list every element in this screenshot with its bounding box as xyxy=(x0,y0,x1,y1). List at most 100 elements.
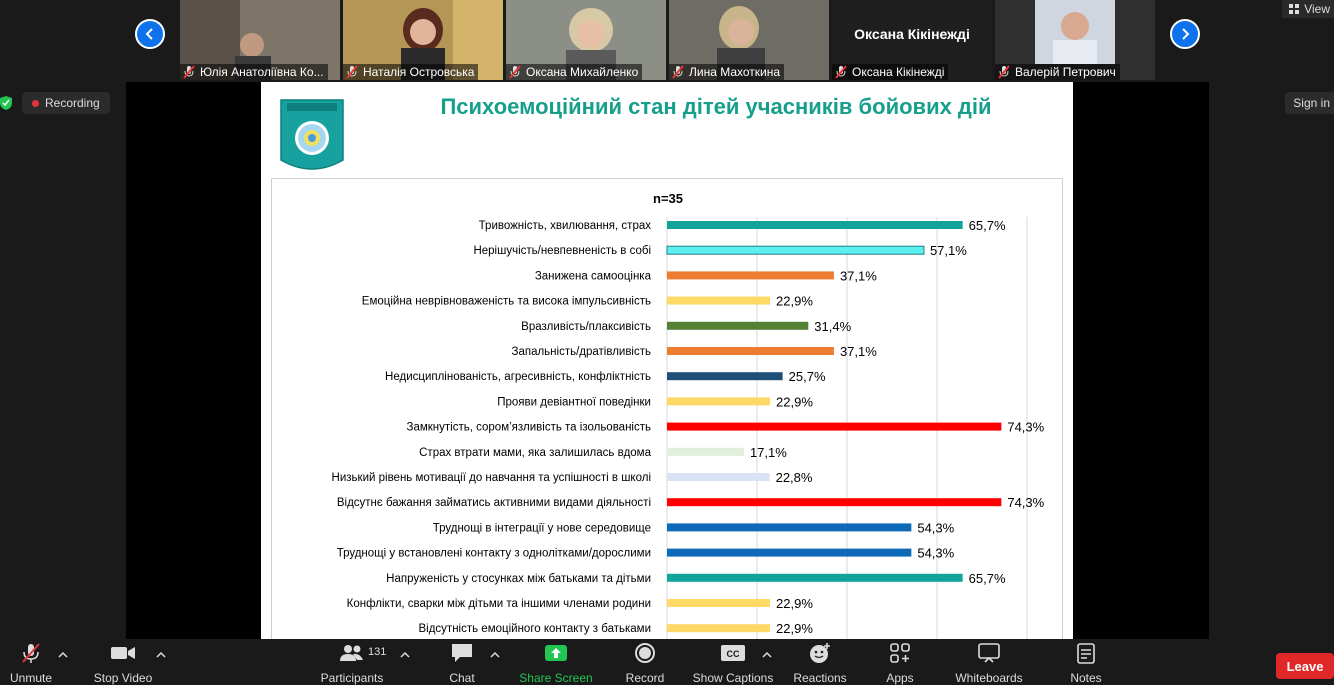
participant-tile[interactable]: Лина Махоткина xyxy=(669,0,829,80)
value-label: 57,1% xyxy=(930,243,967,258)
category-label: Занижена самооцінка xyxy=(535,270,652,282)
chevron-up-icon[interactable] xyxy=(490,651,500,659)
category-label: Низький рівень мотивації до навчання та … xyxy=(332,472,651,484)
bar-chart: n=35 Тривожність, хвилювання, страх 65,7% Н… xyxy=(332,191,1045,639)
chat-icon xyxy=(452,644,472,662)
participant-tile[interactable]: Оксана Кікінежді Оксана Кікінежді xyxy=(832,0,992,80)
mic-muted-icon xyxy=(835,65,847,79)
chevron-up-icon[interactable] xyxy=(400,651,410,659)
category-label: Тривожність, хвилювання, страх xyxy=(479,220,652,232)
category-label: Страх втрати мами, яка залишилась вдома xyxy=(419,447,651,459)
chevron-left-icon xyxy=(145,28,153,40)
presentation-slide: Психоемоційний стан дітей учасників бойо… xyxy=(261,82,1073,639)
encryption-shield-icon[interactable] xyxy=(0,96,12,110)
bar xyxy=(667,548,912,557)
record-dot-icon xyxy=(32,99,39,107)
bar xyxy=(667,447,744,456)
chart-container: n=35 Тривожність, хвилювання, страх 65,7% Н… xyxy=(271,178,1063,639)
category-label: Труднощі у встановлені контакту з однолі… xyxy=(337,548,651,560)
participant-name: Валерій Петрович xyxy=(995,64,1120,80)
notes-icon xyxy=(1077,643,1095,664)
notes-button[interactable]: Notes xyxy=(1066,639,1106,685)
category-label: Відсутність емоційного контакту з батька… xyxy=(419,623,652,635)
mic-muted-icon xyxy=(22,643,40,663)
value-label: 54,3% xyxy=(917,546,954,561)
participant-name: Оксана Кікінежді xyxy=(832,64,949,80)
category-label: Труднощі в інтеграції у нове середовище xyxy=(433,522,651,534)
apps-button[interactable]: Apps xyxy=(880,639,920,685)
closed-captions-icon: CC xyxy=(721,645,745,661)
value-label: 22,8% xyxy=(776,470,813,485)
bar xyxy=(667,347,834,355)
stop-video-button[interactable]: Stop Video xyxy=(90,639,156,685)
category-label: Недисциплінованість, агресивність, конфл… xyxy=(385,371,651,383)
bar xyxy=(667,523,912,532)
category-label: Замкнутість, сором’язливість та ізольова… xyxy=(407,422,651,434)
gallery-next-button[interactable] xyxy=(1170,19,1200,49)
participant-tile[interactable]: Оксана Михайленко xyxy=(506,0,666,80)
sign-in-button[interactable]: Sign in xyxy=(1285,92,1334,114)
value-label: 22,9% xyxy=(776,596,813,611)
share-screen-button[interactable]: Share Screen xyxy=(518,639,594,685)
bar xyxy=(667,372,783,381)
view-button[interactable]: View xyxy=(1282,0,1334,18)
share-screen-icon xyxy=(545,645,567,661)
mic-muted-icon xyxy=(998,65,1010,79)
mic-muted-icon xyxy=(346,65,358,79)
participant-gallery: Юлія Анатоліївна Ко... Наталія Островськ… xyxy=(0,0,1334,82)
category-label: Прояви девіантної поведінки xyxy=(497,396,651,408)
value-label: 37,1% xyxy=(840,268,877,283)
bar xyxy=(666,245,925,255)
record-icon xyxy=(635,643,655,663)
chevron-up-icon[interactable] xyxy=(156,651,166,659)
participants-button[interactable]: Participants xyxy=(318,639,386,685)
institute-logo xyxy=(280,99,344,170)
chart-title: n=35 xyxy=(653,191,683,206)
bar xyxy=(667,422,1002,431)
recording-indicator[interactable]: Recording xyxy=(22,92,110,114)
participant-display-name: Оксана Кікінежді xyxy=(854,26,970,42)
participant-name: Лина Махоткина xyxy=(669,64,785,80)
value-label: 17,1% xyxy=(750,445,787,460)
category-label: Емоційна неврівноваженість та висока імп… xyxy=(362,296,651,308)
participant-name: Юлія Анатоліївна Ко... xyxy=(180,64,328,80)
chat-button[interactable]: Chat xyxy=(440,639,484,685)
reactions-button[interactable]: Reactions xyxy=(790,639,850,685)
grid-icon xyxy=(1289,4,1300,14)
value-label: 65,7% xyxy=(969,218,1006,233)
bar xyxy=(667,221,963,229)
bar xyxy=(667,271,834,280)
value-label: 74,3% xyxy=(1007,420,1044,435)
participant-name: Наталія Островська xyxy=(343,64,479,80)
value-label: 31,4% xyxy=(814,319,851,334)
record-button[interactable]: Record xyxy=(622,639,668,685)
unmute-button[interactable]: Unmute xyxy=(6,639,56,685)
participants-count: 131 xyxy=(368,646,387,658)
chevron-right-icon xyxy=(1182,28,1190,40)
show-captions-button[interactable]: CC Show Captions xyxy=(690,639,776,685)
leave-button[interactable]: Leave xyxy=(1276,653,1334,679)
chevron-up-icon[interactable] xyxy=(58,651,68,659)
meeting-toolbar: Unmute Stop Video Participants 131 Chat … xyxy=(0,639,1334,685)
bar xyxy=(667,498,1002,507)
category-label: Напруженість у стосунках між батьками та… xyxy=(386,573,651,585)
value-label: 54,3% xyxy=(917,520,954,535)
chevron-up-icon[interactable] xyxy=(762,651,772,659)
bar xyxy=(667,321,809,330)
whiteboards-button[interactable]: Whiteboards xyxy=(952,639,1026,685)
value-label: 22,9% xyxy=(776,294,813,309)
svg-text:CC: CC xyxy=(727,649,740,659)
participant-tile[interactable]: Юлія Анатоліївна Ко... xyxy=(180,0,340,80)
bar xyxy=(667,573,963,582)
participant-tile[interactable]: Валерій Петрович xyxy=(995,0,1155,80)
participant-tile[interactable]: Наталія Островська xyxy=(343,0,503,80)
value-label: 25,7% xyxy=(789,369,826,384)
gallery-prev-button[interactable] xyxy=(135,19,165,49)
mic-muted-icon xyxy=(672,65,684,79)
category-label: Відсутнє бажання займатись активними вид… xyxy=(337,497,651,509)
value-label: 65,7% xyxy=(969,571,1006,586)
whiteboard-icon xyxy=(978,643,1000,663)
value-label: 22,9% xyxy=(776,621,813,636)
smiley-plus-icon xyxy=(810,643,830,663)
participant-name: Оксана Михайленко xyxy=(506,64,643,80)
